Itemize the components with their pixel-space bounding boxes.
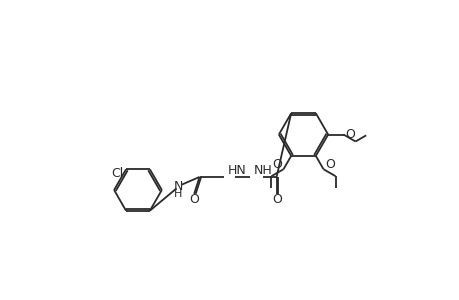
Text: N: N xyxy=(173,180,182,194)
Text: O: O xyxy=(271,158,281,171)
Text: Cl: Cl xyxy=(111,167,123,180)
Text: O: O xyxy=(189,193,199,206)
Text: NH: NH xyxy=(253,164,272,177)
Text: O: O xyxy=(325,158,334,171)
Text: O: O xyxy=(272,193,282,206)
Text: H: H xyxy=(174,189,182,199)
Text: HN: HN xyxy=(228,164,246,177)
Text: O: O xyxy=(344,128,354,141)
